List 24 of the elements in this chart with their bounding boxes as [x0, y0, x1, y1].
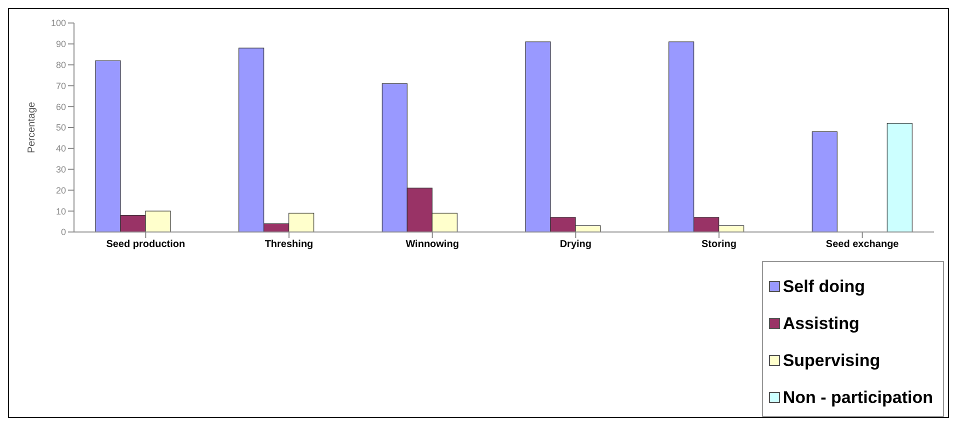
y-tick-label: 10: [56, 206, 66, 216]
legend-label: Assisting: [782, 314, 860, 334]
x-tick-label: Seed exchange: [826, 239, 900, 250]
y-tick-label: 60: [56, 102, 66, 112]
y-tick-label: 80: [56, 60, 66, 70]
legend-label: Self doing: [782, 276, 865, 296]
bar: [886, 123, 912, 232]
legend-label: Supervising: [782, 350, 880, 370]
y-tick-label: 100: [50, 18, 66, 28]
y-axis-title: Percentage: [26, 101, 38, 154]
y-tick-label: 0: [60, 227, 66, 238]
x-tick-label: Winnowing: [406, 239, 459, 250]
y-tick-label: 70: [56, 80, 66, 91]
x-tick-label: Threshing: [264, 239, 314, 250]
bar: [812, 131, 838, 232]
legend-label: Non - participation: [782, 388, 933, 408]
y-tick-label: 20: [56, 185, 66, 196]
x-tick-label: Drying: [560, 239, 592, 250]
y-tick-label: 30: [56, 164, 66, 174]
y-tick-label: 90: [56, 39, 66, 50]
y-tick-label: 50: [56, 122, 66, 133]
y-tick-label: 40: [56, 144, 66, 154]
x-tick-label: Seed production: [106, 239, 186, 250]
x-tick-label: Storing: [702, 239, 736, 250]
